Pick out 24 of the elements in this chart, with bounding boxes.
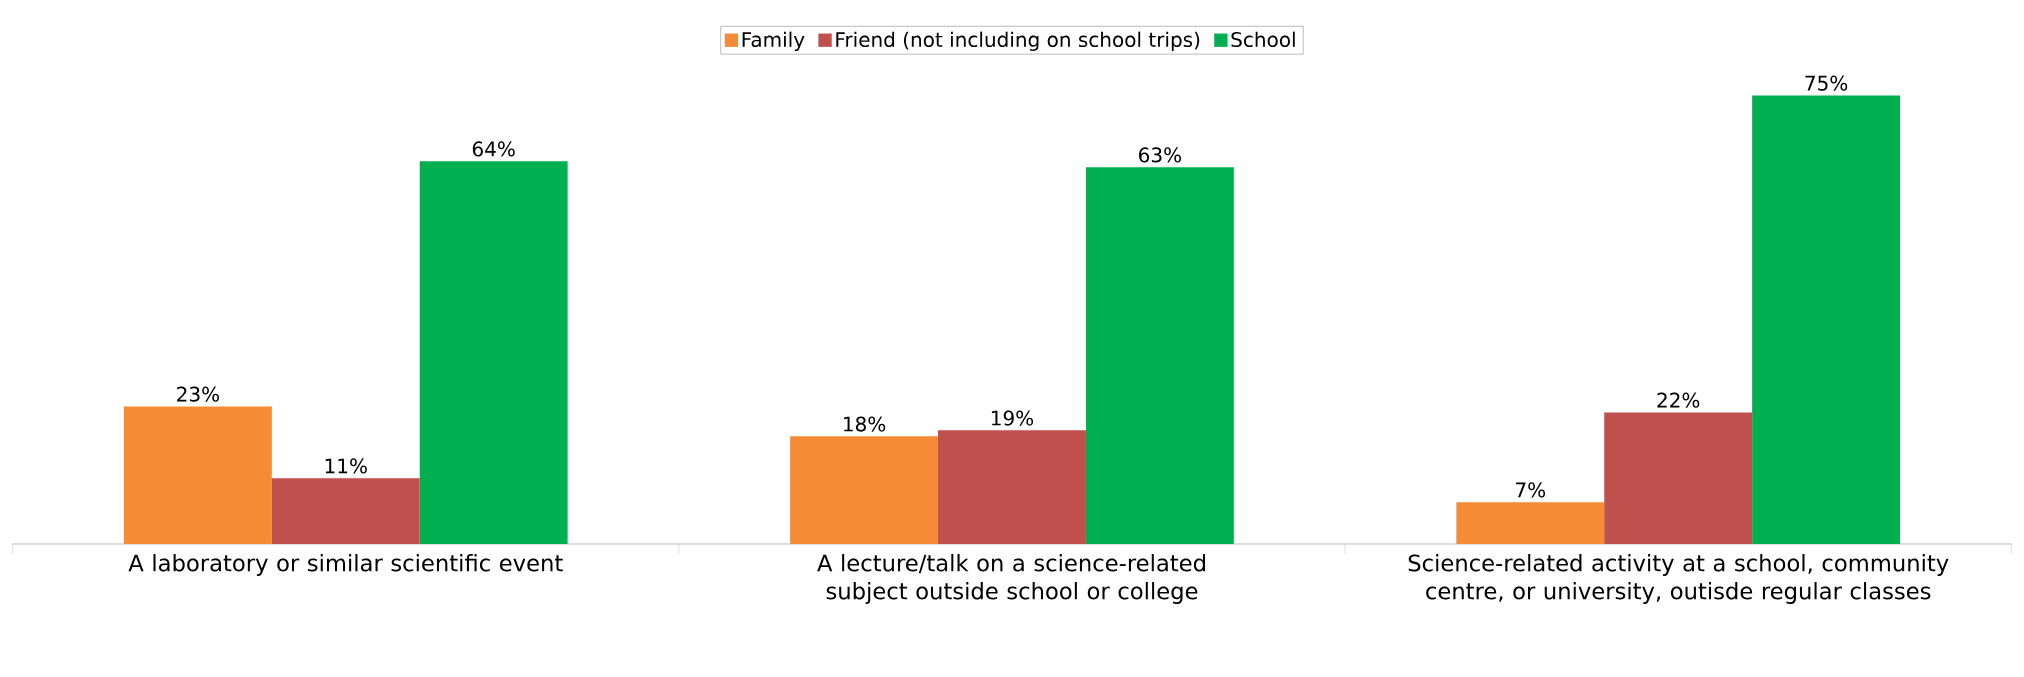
data-label: 64% <box>472 141 515 157</box>
bar <box>1456 501 1605 544</box>
data-label: 22% <box>1657 392 1700 408</box>
bar <box>1085 167 1234 544</box>
legend-label: Family <box>742 31 805 51</box>
bar <box>1752 95 1901 544</box>
x-tick-label: A lecture/talk on a science-related subject outside school or college <box>817 553 1205 604</box>
bar <box>938 430 1086 544</box>
bar <box>790 436 939 544</box>
legend-label: School <box>1231 31 1295 47</box>
data-label: 18% <box>844 416 886 432</box>
data-label: 75% <box>1805 75 1848 91</box>
bar <box>419 161 568 544</box>
bar <box>271 478 420 544</box>
bar <box>123 406 272 544</box>
x-tick-label: Science-related activity at a school, community centre, or university, outisde regular classes <box>1408 553 1949 604</box>
bar <box>1604 412 1753 544</box>
x-tick-label: A laboratory or similar scientific event <box>128 553 563 576</box>
data-label: 7% <box>1516 482 1546 498</box>
data-label: 63% <box>1139 147 1181 163</box>
legend-label: Friend (not including on school trips) <box>836 31 1200 51</box>
data-label: 23% <box>177 386 219 402</box>
data-label: 19% <box>991 410 1034 426</box>
data-label: 11% <box>325 458 367 474</box>
